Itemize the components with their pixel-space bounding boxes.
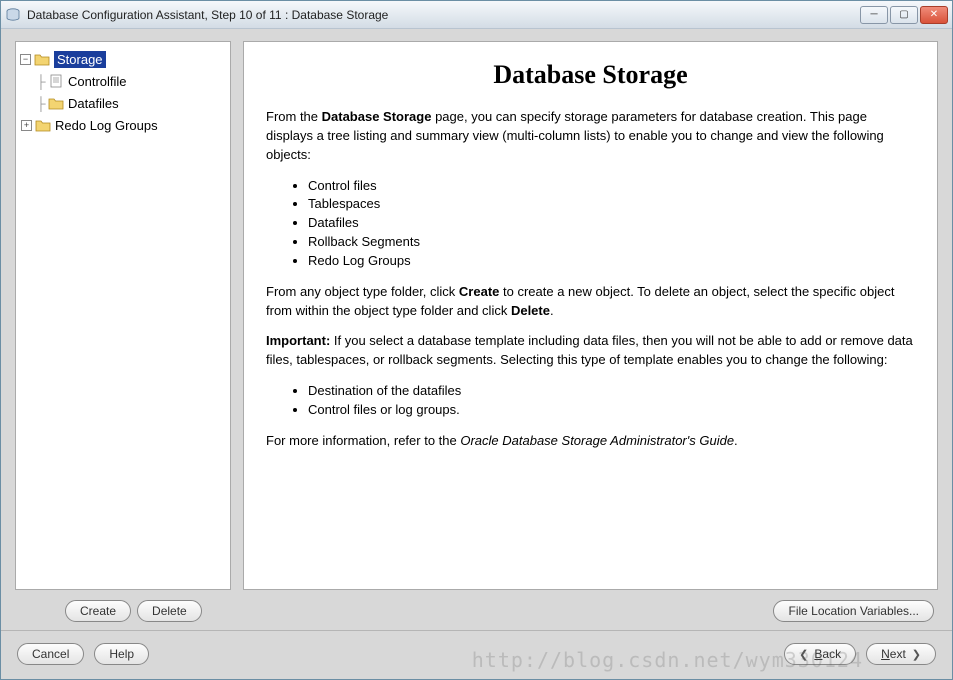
tree-item-redo-log-groups[interactable]: + Redo Log Groups <box>20 114 226 136</box>
watermark: http://blog.csdn.net/wym330124 <box>472 648 863 672</box>
tree-branch-icon: ├ <box>34 96 48 111</box>
tree-label: Storage <box>54 51 106 68</box>
list-item: Datafiles <box>308 214 915 233</box>
button-label: File Location Variables... <box>788 604 919 618</box>
text-bold: Create <box>459 284 499 299</box>
cancel-button[interactable]: Cancel <box>17 643 84 665</box>
panel-footer: Create Delete File Location Variables... <box>15 590 938 622</box>
file-location-variables-button[interactable]: File Location Variables... <box>773 600 934 622</box>
text: . <box>550 303 554 318</box>
objects-list: Control files Tablespaces Datafiles Roll… <box>266 177 915 271</box>
button-label: Cancel <box>32 647 69 661</box>
tree-root-storage[interactable]: − Storage <box>20 48 226 70</box>
create-delete-paragraph: From any object type folder, click Creat… <box>266 283 915 321</box>
button-label: Next <box>881 647 906 661</box>
window-title: Database Configuration Assistant, Step 1… <box>27 8 860 22</box>
list-item: Control files <box>308 177 915 196</box>
folder-icon <box>34 52 50 66</box>
content-area: − Storage ├ Controlfile ├ <box>1 29 952 630</box>
text-italic: Oracle Database Storage Administrator's … <box>460 433 734 448</box>
tree-label: Datafiles <box>68 96 119 111</box>
text: If you select a database template includ… <box>266 333 913 367</box>
page-title: Database Storage <box>266 60 915 90</box>
intro-paragraph: From the Database Storage page, you can … <box>266 108 915 165</box>
important-paragraph: Important: If you select a database temp… <box>266 332 915 370</box>
app-icon <box>5 7 21 23</box>
tree-item-controlfile[interactable]: ├ Controlfile <box>20 70 226 92</box>
tree-label: Redo Log Groups <box>55 118 158 133</box>
button-label: Help <box>109 647 134 661</box>
text: From any object type folder, click <box>266 284 459 299</box>
chevron-right-icon: ❯ <box>912 648 921 661</box>
text-bold: Database Storage <box>322 109 432 124</box>
tree-label: Controlfile <box>68 74 127 89</box>
more-info-paragraph: For more information, refer to the Oracl… <box>266 432 915 451</box>
folder-icon <box>35 118 51 132</box>
list-item: Redo Log Groups <box>308 252 915 271</box>
tree-panel: − Storage ├ Controlfile ├ <box>15 41 231 590</box>
minimize-button[interactable]: ─ <box>860 6 888 24</box>
collapse-icon[interactable]: − <box>20 54 31 65</box>
list-item: Rollback Segments <box>308 233 915 252</box>
create-button[interactable]: Create <box>65 600 131 622</box>
text: For more information, refer to the <box>266 433 460 448</box>
text: From the <box>266 109 322 124</box>
button-label: Create <box>80 604 116 618</box>
list-item: Destination of the datafiles <box>308 382 915 401</box>
text: . <box>734 433 738 448</box>
titlebar[interactable]: Database Configuration Assistant, Step 1… <box>1 1 952 29</box>
button-label: Delete <box>152 604 187 618</box>
panels: − Storage ├ Controlfile ├ <box>15 41 938 590</box>
help-button[interactable]: Help <box>94 643 149 665</box>
close-button[interactable]: ✕ <box>920 6 948 24</box>
tree-branch-icon: ├ <box>34 74 48 89</box>
text-bold: Important: <box>266 333 330 348</box>
folder-icon <box>48 96 64 110</box>
main-panel: Database Storage From the Database Stora… <box>243 41 938 590</box>
window-controls: ─ ▢ ✕ <box>860 6 948 24</box>
tree-item-datafiles[interactable]: ├ Datafiles <box>20 92 226 114</box>
maximize-button[interactable]: ▢ <box>890 6 918 24</box>
template-allows-list: Destination of the datafiles Control fil… <box>266 382 915 420</box>
dialog-window: Database Configuration Assistant, Step 1… <box>0 0 953 680</box>
list-item: Control files or log groups. <box>308 401 915 420</box>
expand-icon[interactable]: + <box>21 120 32 131</box>
next-button[interactable]: Next ❯ <box>866 643 936 665</box>
list-item: Tablespaces <box>308 195 915 214</box>
controlfile-icon <box>48 74 64 88</box>
delete-button[interactable]: Delete <box>137 600 202 622</box>
text-bold: Delete <box>511 303 550 318</box>
